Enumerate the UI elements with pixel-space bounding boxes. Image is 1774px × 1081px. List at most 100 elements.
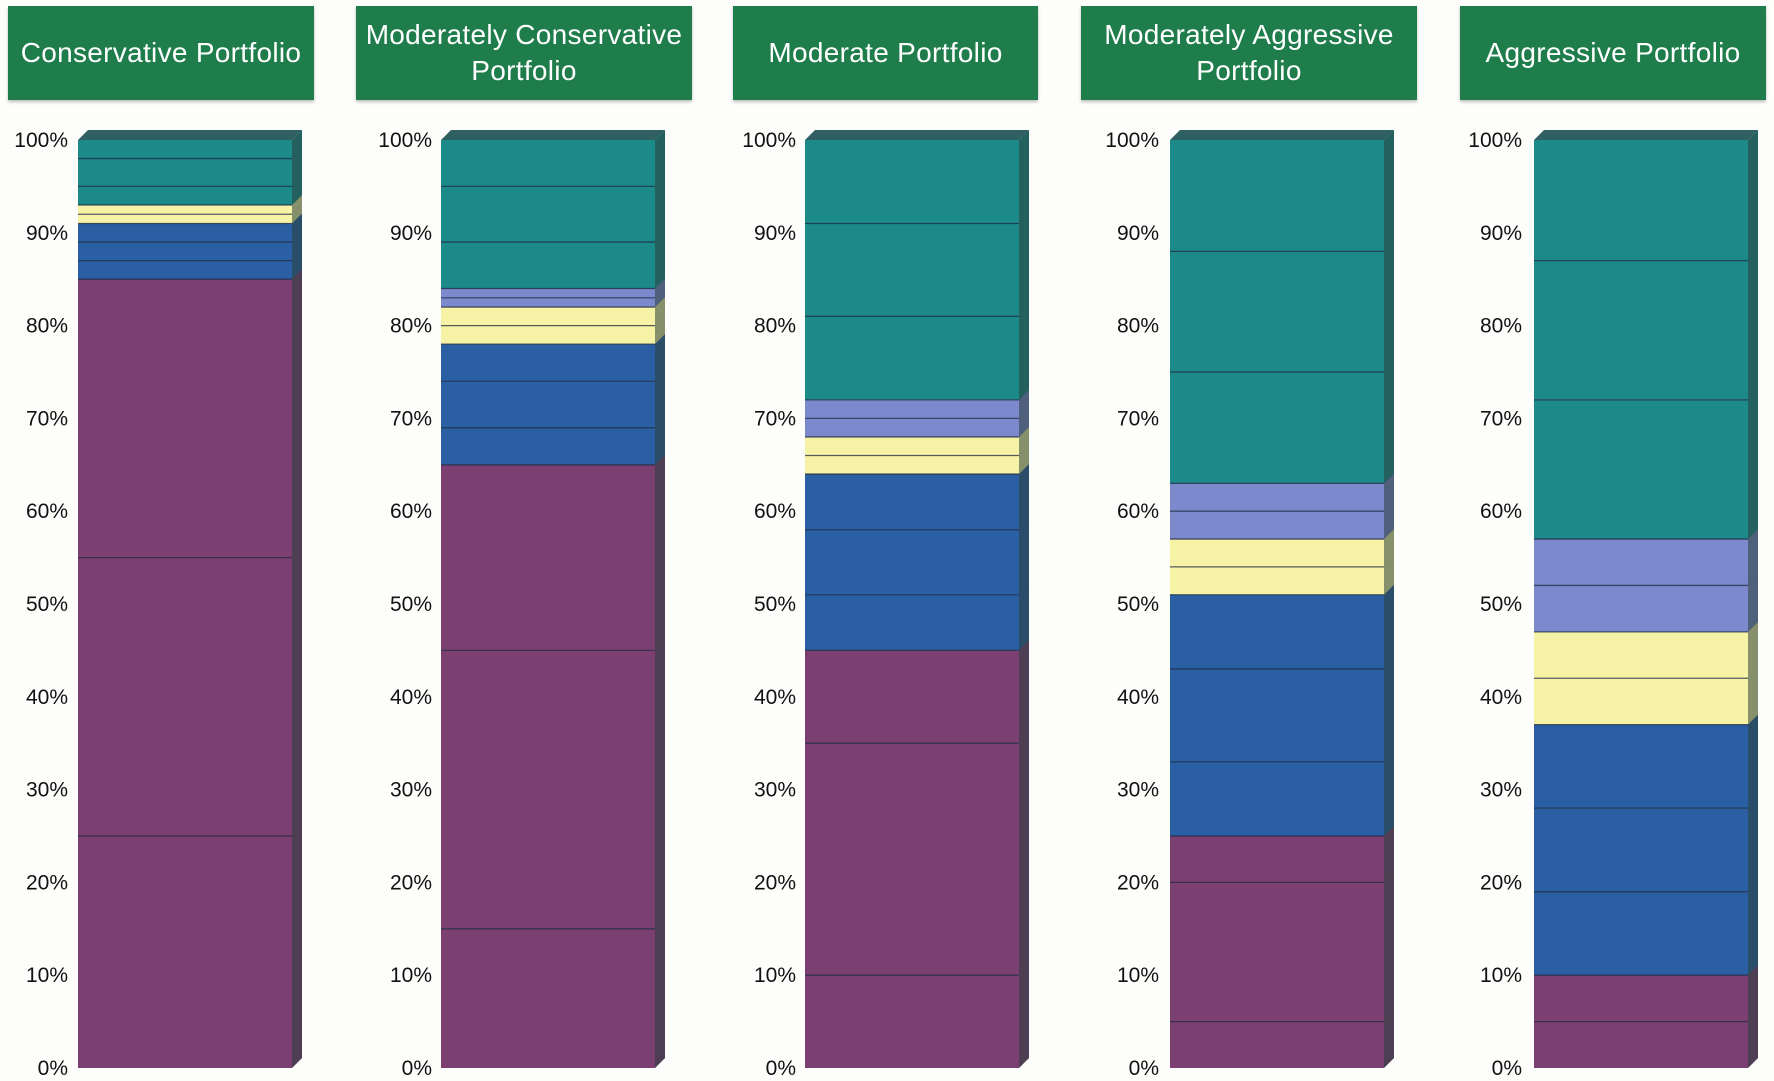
- bar-segment-side: [1748, 130, 1758, 261]
- bar-segment-side: [1748, 798, 1758, 892]
- bar-segment: [78, 836, 292, 1068]
- bar-segment-side: [1384, 130, 1394, 252]
- bar-top-face: [1534, 130, 1758, 140]
- y-tick-label: 100%: [378, 129, 432, 152]
- bar-segment: [805, 743, 1019, 976]
- portfolio-title-aggressive: Aggressive Portfolio: [1460, 6, 1766, 100]
- y-tick-label: 80%: [390, 315, 432, 338]
- bar-segment: [1170, 836, 1384, 883]
- y-tick-label: 70%: [754, 407, 796, 430]
- bar-segment: [1170, 372, 1384, 484]
- y-tick-label: 0%: [766, 1057, 796, 1080]
- bar-segment: [805, 529, 1019, 595]
- y-tick-label: 80%: [1480, 315, 1522, 338]
- bar-side-face: [1384, 130, 1394, 1068]
- bar-segment: [805, 316, 1019, 400]
- y-tick-label: 70%: [390, 407, 432, 430]
- bar-segment-side: [1019, 584, 1029, 651]
- y-tick-label: 70%: [1117, 407, 1159, 430]
- portfolio-chart-2: 0% 10% 20% 30% 40% 50% 60% 70% 80% 90% 100%: [378, 129, 665, 1080]
- y-tick-label: 30%: [26, 779, 68, 802]
- y-tick-label: 90%: [1480, 222, 1522, 245]
- bar-segment: [78, 223, 292, 243]
- y-tick-label: 20%: [26, 871, 68, 894]
- bar-segment-side: [1019, 306, 1029, 400]
- bar-segment-side: [655, 315, 665, 345]
- y-tick-label: 0%: [402, 1057, 432, 1080]
- bar-segment: [441, 297, 655, 308]
- y-tick-label: 90%: [754, 222, 796, 245]
- bar-segment: [441, 381, 655, 428]
- bar-top-face: [805, 130, 1029, 140]
- bar-segment-side: [1019, 965, 1029, 1068]
- y-tick-label: 0%: [1129, 1057, 1159, 1080]
- bar-segment: [805, 474, 1019, 530]
- portfolio-chart-5: 0% 10% 20% 30% 40% 50% 60% 70% 80% 90% 100%: [1468, 129, 1758, 1080]
- y-tick-label: 100%: [14, 129, 68, 152]
- bar-segment: [805, 975, 1019, 1068]
- bar-segment-side: [655, 176, 665, 243]
- bar-segment-side: [655, 918, 665, 1068]
- bar-segment-side: [655, 417, 665, 465]
- bar-segment: [441, 140, 655, 187]
- bar-segment-side: [1748, 250, 1758, 400]
- y-tick-label: 60%: [754, 500, 796, 523]
- bar-segment: [78, 279, 292, 558]
- y-tick-label: 30%: [754, 779, 796, 802]
- portfolio-chart-1: 0% 10% 20% 30% 40% 50% 60% 70% 80% 90% 100%: [14, 129, 302, 1080]
- bar-segment-side: [1019, 389, 1029, 419]
- portfolio-title-moderately-aggressive: Moderately Aggressive Portfolio: [1081, 6, 1417, 100]
- bar-segment-side: [655, 640, 665, 929]
- bar-segment: [1534, 1021, 1748, 1068]
- bar-segment: [1170, 251, 1384, 372]
- bar-segment: [441, 242, 655, 289]
- y-tick-label: 10%: [1480, 964, 1522, 987]
- y-tick-label: 80%: [1117, 315, 1159, 338]
- bar-segment-side: [1748, 389, 1758, 540]
- y-tick-label: 20%: [754, 871, 796, 894]
- bar-segment-side: [1748, 1011, 1758, 1068]
- bar-segment: [78, 158, 292, 187]
- bar-segment: [441, 928, 655, 1068]
- bar-segment: [805, 418, 1019, 437]
- y-tick-label: 70%: [26, 407, 68, 430]
- bar-segment-side: [292, 269, 302, 558]
- y-tick-label: 30%: [1480, 779, 1522, 802]
- y-tick-label: 80%: [754, 315, 796, 338]
- y-tick-label: 50%: [26, 593, 68, 616]
- y-tick-label: 60%: [26, 500, 68, 523]
- bar-segment-side: [655, 454, 665, 651]
- bar-segment-side: [292, 826, 302, 1068]
- bar-segment: [441, 325, 655, 345]
- bar-segment: [1170, 594, 1384, 669]
- bar-segment-side: [292, 547, 302, 836]
- bar-segment: [805, 650, 1019, 744]
- bar-segment-side: [1748, 621, 1758, 679]
- bar-segment: [1170, 882, 1384, 1022]
- bar-segment: [1534, 808, 1748, 892]
- bar-segment-side: [1384, 658, 1394, 762]
- bar-segment-side: [292, 130, 302, 159]
- y-tick-label: 20%: [390, 871, 432, 894]
- portfolio-chart-4: 0% 10% 20% 30% 40% 50% 60% 70% 80% 90% 100%: [1105, 129, 1394, 1080]
- bar-segment-side: [655, 334, 665, 382]
- bar-segment: [441, 344, 655, 382]
- bar-segment-side: [292, 194, 302, 215]
- bar-segment: [1170, 140, 1384, 252]
- y-tick-label: 90%: [1117, 222, 1159, 245]
- bar-segment: [441, 650, 655, 929]
- y-tick-label: 30%: [390, 779, 432, 802]
- bar-segment: [805, 399, 1019, 419]
- y-tick-label: 0%: [38, 1057, 68, 1080]
- y-tick-label: 70%: [1480, 407, 1522, 430]
- y-tick-label: 0%: [1492, 1057, 1522, 1080]
- bar-segment-side: [1748, 714, 1758, 809]
- y-tick-label: 20%: [1480, 871, 1522, 894]
- bar-segment: [1170, 761, 1384, 836]
- bar-segment: [78, 186, 292, 205]
- bar-segment-side: [1019, 733, 1029, 976]
- y-tick-label: 90%: [390, 222, 432, 245]
- bar-side-face: [1019, 130, 1029, 1068]
